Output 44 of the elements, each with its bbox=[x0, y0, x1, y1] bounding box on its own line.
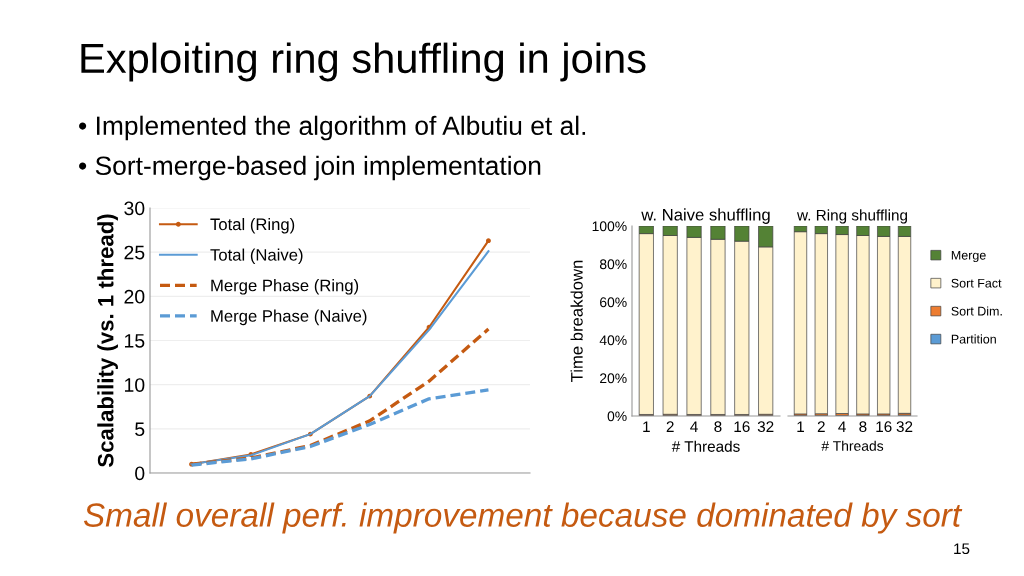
y-tick-label: 60% bbox=[600, 297, 627, 308]
x-tick-label: 32 bbox=[757, 421, 774, 433]
legend-label: Partition bbox=[951, 334, 996, 344]
x-axis-title: # Threads bbox=[671, 440, 740, 452]
text: 15 bbox=[954, 543, 970, 555]
x-tick-label: 8 bbox=[714, 421, 722, 433]
legend-label: Total (Ring) bbox=[210, 218, 295, 234]
text: • Sort-merge-based join implementation bbox=[79, 155, 541, 181]
text: • Implemented the algorithm of Albutiu et al. bbox=[79, 115, 586, 141]
x-tick-label: 4 bbox=[838, 421, 846, 432]
y-tick-label: 0 bbox=[135, 466, 145, 481]
x-tick-label: 8 bbox=[859, 421, 867, 433]
legend-label: Merge bbox=[951, 250, 986, 263]
y-tick-label: 30 bbox=[124, 201, 145, 216]
y-tick-label: 100% bbox=[592, 221, 627, 232]
y-tick-label: 40% bbox=[599, 335, 627, 346]
y-axis-title: Scalability (vs. 1 thread) bbox=[97, 214, 118, 468]
legend-label: Total (Naive) bbox=[210, 248, 303, 265]
y-axis-title: Time breakdown bbox=[570, 260, 583, 382]
x-axis-title: # Threads bbox=[821, 440, 884, 451]
x-tick-label: 16 bbox=[876, 421, 892, 433]
chart-title: Exploiting ring shuffling in joins bbox=[81, 42, 646, 82]
chart-title: w. Ring shuffling bbox=[796, 209, 908, 224]
text: Small overall perf. improvement because dominated by sort bbox=[83, 502, 963, 534]
x-tick-label: 16 bbox=[734, 421, 750, 433]
chart-title: w. Naive shuffling bbox=[641, 208, 770, 224]
x-tick-label: 1 bbox=[643, 421, 650, 432]
legend-label: Merge Phase (Naive) bbox=[211, 309, 367, 326]
legend-label: Sort Fact bbox=[951, 278, 1002, 288]
y-tick-label: 25 bbox=[124, 245, 145, 260]
x-tick-label: 32 bbox=[896, 421, 913, 433]
legend-label: Sort Dim. bbox=[951, 306, 1002, 316]
y-tick-label: 0% bbox=[607, 411, 627, 422]
y-tick-label: 80% bbox=[599, 259, 627, 270]
x-tick-label: 2 bbox=[817, 421, 825, 432]
x-tick-label: 1 bbox=[797, 421, 804, 432]
y-tick-label: 15 bbox=[125, 334, 145, 348]
y-tick-label: 5 bbox=[135, 422, 145, 437]
y-tick-label: 20% bbox=[600, 373, 627, 384]
y-tick-label: 20 bbox=[124, 289, 145, 304]
y-tick-label: 10 bbox=[125, 378, 145, 392]
legend-label: Merge Phase (Ring) bbox=[211, 279, 359, 295]
x-tick-label: 4 bbox=[690, 421, 698, 432]
x-tick-label: 2 bbox=[666, 421, 674, 432]
